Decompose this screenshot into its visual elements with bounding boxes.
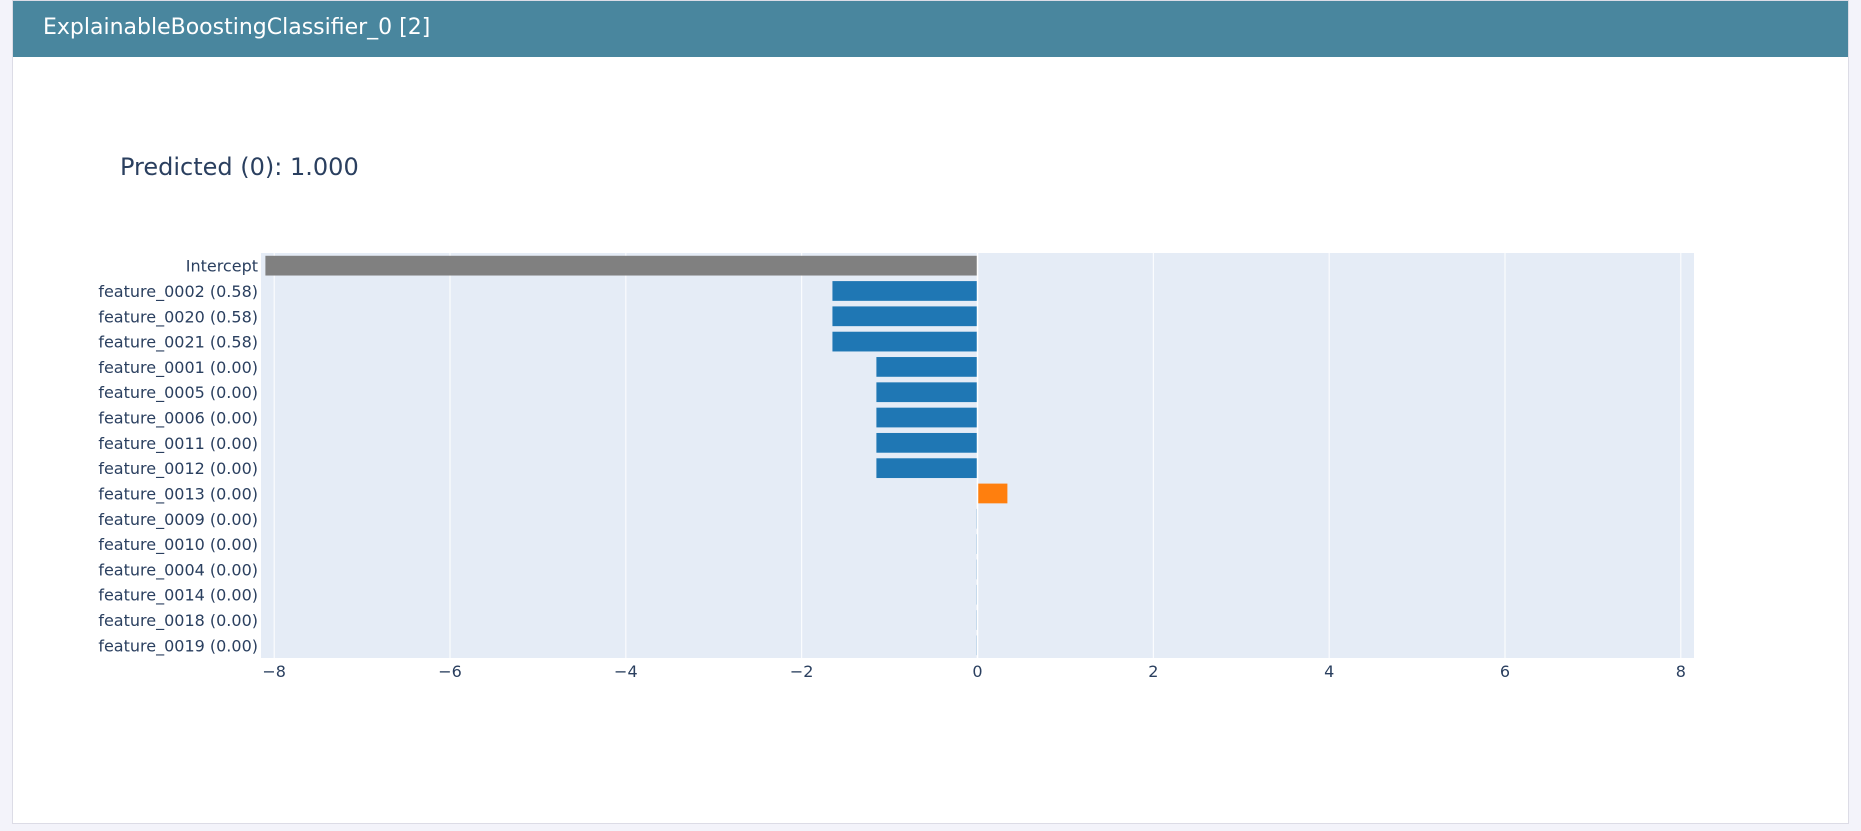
x-tick-label: 2 — [1148, 662, 1158, 681]
bar-feature_0006[interactable] — [876, 407, 978, 428]
bar-feature_0021[interactable] — [832, 331, 978, 352]
bar-feature_0013[interactable] — [977, 483, 1008, 504]
x-tick-label: −2 — [790, 662, 814, 681]
x-tick-label: 0 — [972, 662, 982, 681]
bar-feature_0002[interactable] — [832, 281, 978, 301]
y-tick-label: feature_0010 (0.00) — [98, 535, 258, 555]
y-tick-label: feature_0014 (0.00) — [98, 586, 258, 606]
y-tick-label: feature_0006 (0.00) — [98, 409, 258, 429]
bar-feature_0011[interactable] — [876, 432, 978, 453]
y-tick-label: feature_0009 (0.00) — [98, 510, 258, 530]
y-tick-label: feature_0019 (0.00) — [98, 636, 258, 656]
panel-header[interactable]: ExplainableBoostingClassifier_0 [2] — [13, 1, 1848, 57]
bar-intercept[interactable] — [265, 255, 978, 276]
y-tick-label: Intercept — [186, 257, 258, 276]
x-tick-label: 8 — [1676, 662, 1686, 681]
y-tick-label: feature_0012 (0.00) — [98, 459, 258, 479]
x-tick-label: −4 — [614, 662, 638, 681]
bar-feature_0001[interactable] — [876, 357, 978, 377]
x-tick-label: −6 — [438, 662, 462, 681]
y-tick-label: feature_0001 (0.00) — [98, 358, 258, 378]
y-tick-label: feature_0005 (0.00) — [98, 383, 258, 403]
y-tick-label: feature_0018 (0.00) — [98, 611, 258, 631]
bar-feature_0005[interactable] — [876, 382, 978, 403]
panel-title: ExplainableBoostingClassifier_0 [2] — [43, 15, 431, 40]
chart-title: Predicted (0): 1.000 — [120, 153, 359, 181]
y-tick-label: feature_0011 (0.00) — [98, 434, 258, 454]
bar-feature_0020[interactable] — [832, 306, 978, 327]
x-tick-label: 6 — [1500, 662, 1510, 681]
y-tick-label: feature_0021 (0.58) — [98, 333, 258, 353]
x-tick-label: −8 — [262, 662, 286, 681]
x-tick-label: 4 — [1324, 662, 1334, 681]
y-tick-label: feature_0004 (0.00) — [98, 560, 258, 580]
bar-feature_0012[interactable] — [876, 458, 978, 479]
y-tick-label: feature_0020 (0.58) — [98, 307, 258, 327]
y-tick-label: feature_0002 (0.58) — [98, 282, 258, 302]
y-tick-label: feature_0013 (0.00) — [98, 484, 258, 504]
